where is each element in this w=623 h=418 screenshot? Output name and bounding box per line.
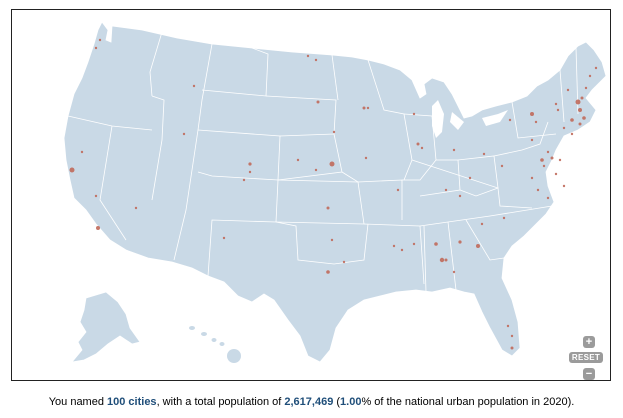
city-marker <box>558 158 562 162</box>
city-marker <box>192 84 196 88</box>
city-marker <box>546 150 550 154</box>
city-marker <box>458 240 462 244</box>
cities-count: 100 cities <box>107 396 157 408</box>
city-marker <box>314 58 318 62</box>
city-marker <box>554 102 558 106</box>
city-marker <box>364 156 368 160</box>
city-marker <box>458 194 462 198</box>
city-marker <box>530 176 534 180</box>
city-marker <box>94 46 98 50</box>
city-marker <box>242 178 246 182</box>
summary-text: You named 100 cities, with a total popul… <box>0 396 623 408</box>
city-marker <box>510 346 514 350</box>
city-marker <box>578 122 582 126</box>
summary-suffix: % of the national urban population in 20… <box>361 396 575 408</box>
summary-mid1: , with a total population of <box>156 396 285 408</box>
city-marker <box>480 222 484 226</box>
zoom-in-button[interactable]: + <box>583 336 595 348</box>
city-marker <box>542 164 546 168</box>
city-marker <box>546 196 550 200</box>
city-marker <box>362 106 366 110</box>
city-marker <box>554 172 558 176</box>
city-marker <box>332 130 336 134</box>
city-marker <box>182 132 186 136</box>
city-marker <box>439 257 445 263</box>
city-marker <box>412 242 416 246</box>
city-marker <box>392 244 396 248</box>
city-marker <box>578 108 582 112</box>
population-total: 2,617,469 <box>284 396 334 408</box>
city-marker <box>452 270 456 274</box>
city-marker <box>562 126 566 130</box>
population-percent: 1.00 <box>340 396 362 408</box>
city-marker <box>584 86 588 90</box>
city-marker <box>594 66 598 70</box>
summary-mid2: ( <box>333 396 341 408</box>
reset-button[interactable]: RESET <box>569 352 603 363</box>
city-marker <box>434 242 438 246</box>
city-marker <box>476 244 480 248</box>
state-borders <box>67 31 579 293</box>
city-marker <box>550 156 554 160</box>
city-marker <box>248 170 252 174</box>
city-marker <box>98 38 102 42</box>
zoom-out-button[interactable]: − <box>583 368 595 380</box>
city-marker <box>508 118 512 122</box>
city-marker <box>316 100 320 104</box>
city-marker <box>96 226 100 230</box>
city-marker <box>500 164 504 168</box>
map-frame[interactable]: + RESET − <box>11 9 611 381</box>
city-marker <box>530 138 534 142</box>
city-marker <box>416 142 420 146</box>
city-marker <box>69 167 75 173</box>
city-marker <box>530 112 534 116</box>
city-marker <box>468 176 472 180</box>
city-markers <box>69 38 598 350</box>
city-marker <box>452 148 456 152</box>
city-marker <box>396 188 400 192</box>
city-marker <box>222 236 226 240</box>
us-map[interactable] <box>12 10 610 380</box>
city-marker <box>330 238 334 242</box>
great-lakes-shape <box>432 100 508 138</box>
city-marker <box>80 150 84 154</box>
city-marker <box>306 54 310 58</box>
city-marker <box>536 188 540 192</box>
city-marker <box>506 324 510 328</box>
hawaii-shape <box>189 326 241 363</box>
city-marker <box>94 194 98 198</box>
summary-prefix: You named <box>48 396 108 408</box>
city-marker <box>570 118 574 122</box>
city-marker <box>444 188 448 192</box>
city-marker <box>562 184 566 188</box>
city-marker <box>580 96 584 100</box>
city-marker <box>420 146 424 150</box>
city-marker <box>570 132 574 136</box>
city-marker <box>412 112 416 116</box>
city-marker <box>326 206 330 210</box>
city-marker <box>400 248 404 252</box>
city-marker <box>296 158 300 162</box>
city-marker <box>575 99 581 105</box>
city-marker <box>556 108 560 112</box>
city-marker <box>582 116 586 120</box>
city-marker <box>510 334 514 338</box>
city-marker <box>329 161 335 167</box>
alaska-shape <box>71 291 141 363</box>
city-marker <box>588 74 592 78</box>
city-marker <box>444 258 448 262</box>
city-marker <box>342 260 346 264</box>
city-marker <box>534 120 538 124</box>
us-mainland-shape <box>63 21 607 363</box>
city-marker <box>566 88 570 92</box>
city-marker <box>248 162 252 166</box>
city-marker <box>314 168 318 172</box>
city-marker <box>366 106 370 110</box>
city-marker <box>502 216 506 220</box>
city-marker <box>540 158 544 162</box>
city-marker <box>482 152 486 156</box>
city-marker <box>134 206 138 210</box>
city-marker <box>326 270 330 274</box>
